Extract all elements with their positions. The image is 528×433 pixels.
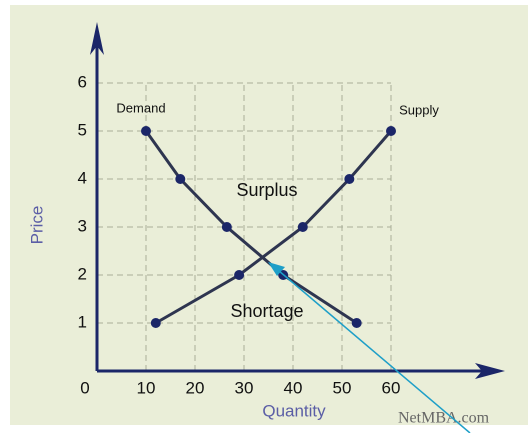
x-tick-label: 40 (284, 378, 303, 397)
x-tick-label: 20 (186, 378, 205, 397)
x-tick-label: 10 (137, 378, 156, 397)
x-axis-label: Quantity (262, 401, 326, 420)
data-point (150, 318, 161, 328)
data-point (234, 270, 245, 280)
background (10, 5, 528, 425)
x-tick-label: 0 (80, 378, 89, 397)
x-tick-label: 60 (382, 378, 401, 397)
data-point (175, 174, 186, 184)
y-axis-label: Price (27, 206, 46, 245)
annotation: Shortage (230, 301, 303, 321)
y-tick-label: 3 (78, 216, 87, 235)
x-tick-label: 30 (235, 378, 254, 397)
y-tick-label: 4 (78, 168, 87, 187)
pointer-arrow (271, 264, 471, 433)
y-tick-label: 6 (78, 72, 87, 91)
data-point (344, 174, 355, 184)
data-point (141, 126, 151, 136)
data-point (351, 318, 362, 328)
data-point (221, 222, 232, 232)
y-tick-label: 2 (78, 264, 87, 283)
series-label: Demand (116, 100, 165, 115)
x-tick-label: 50 (333, 378, 352, 397)
data-point (297, 222, 308, 232)
y-tick-label: 1 (78, 312, 87, 331)
pointer-arrowhead (268, 262, 285, 276)
y-axis-arrow (90, 22, 104, 55)
watermark: NetMBA.com (398, 410, 490, 427)
series-label: Supply (399, 102, 439, 117)
y-tick-label: 5 (78, 120, 87, 139)
x-axis-arrow (475, 363, 505, 379)
annotation: Surplus (236, 180, 297, 200)
data-point (386, 126, 396, 136)
